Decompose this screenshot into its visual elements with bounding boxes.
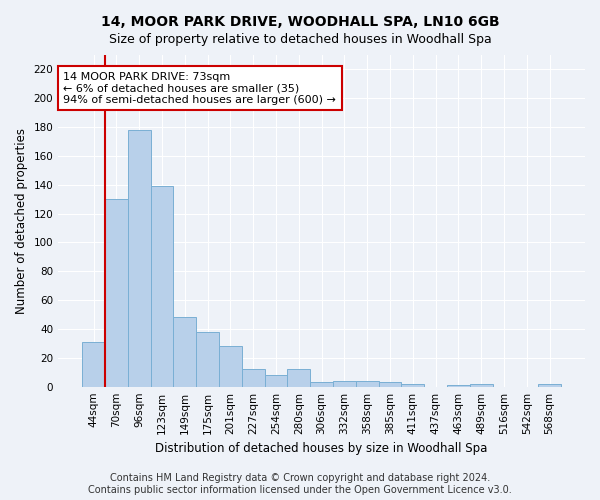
Bar [196, 332, 219, 386]
Bar [242, 370, 265, 386]
Bar [105, 199, 128, 386]
Bar [287, 370, 310, 386]
X-axis label: Distribution of detached houses by size in Woodhall Spa: Distribution of detached houses by size … [155, 442, 488, 455]
Bar [333, 381, 356, 386]
Bar [173, 318, 196, 386]
Bar [151, 186, 173, 386]
Bar [470, 384, 493, 386]
Text: 14, MOOR PARK DRIVE, WOODHALL SPA, LN10 6GB: 14, MOOR PARK DRIVE, WOODHALL SPA, LN10 … [101, 15, 499, 29]
Bar [401, 384, 424, 386]
Bar [538, 384, 561, 386]
Bar [356, 381, 379, 386]
Bar [82, 342, 105, 386]
Y-axis label: Number of detached properties: Number of detached properties [15, 128, 28, 314]
Bar [379, 382, 401, 386]
Bar [265, 375, 287, 386]
Bar [310, 382, 333, 386]
Text: 14 MOOR PARK DRIVE: 73sqm
← 6% of detached houses are smaller (35)
94% of semi-d: 14 MOOR PARK DRIVE: 73sqm ← 6% of detach… [64, 72, 337, 105]
Bar [219, 346, 242, 387]
Bar [128, 130, 151, 386]
Text: Size of property relative to detached houses in Woodhall Spa: Size of property relative to detached ho… [109, 32, 491, 46]
Text: Contains HM Land Registry data © Crown copyright and database right 2024.
Contai: Contains HM Land Registry data © Crown c… [88, 474, 512, 495]
Bar [447, 385, 470, 386]
